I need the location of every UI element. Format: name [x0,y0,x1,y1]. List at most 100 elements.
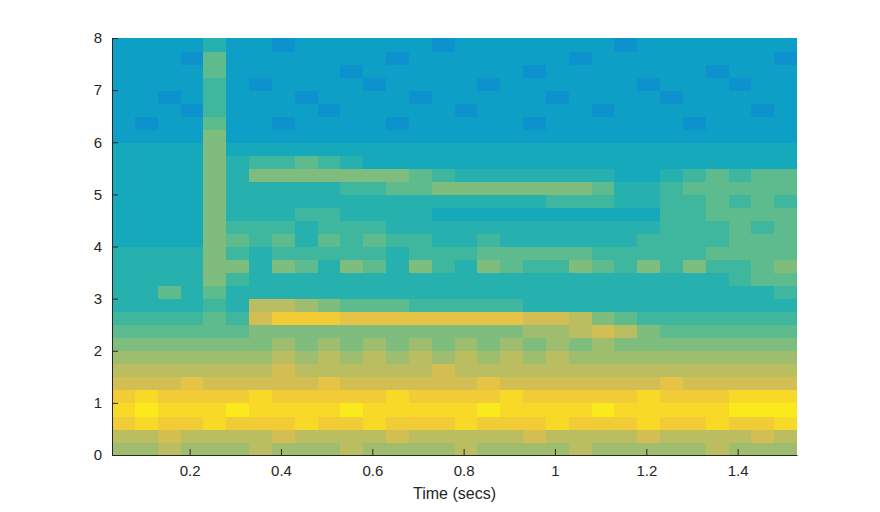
cell [181,77,204,91]
cell [181,181,204,195]
cell [683,220,706,234]
cell [272,403,295,417]
cell [774,181,797,195]
cell [135,116,158,130]
cell [729,155,752,169]
cell [455,233,478,247]
cell [729,77,752,91]
cell [455,64,478,78]
cell [569,416,592,430]
cell [729,260,752,274]
cell [135,194,158,208]
cell [363,299,386,313]
cell [295,364,318,378]
cell [729,273,752,287]
cell [614,220,637,234]
cell [774,429,797,443]
cell [751,312,774,326]
cell [432,286,455,300]
cell [249,312,272,326]
cell [340,220,363,234]
cell [409,77,432,91]
cell [637,286,660,300]
cell [751,364,774,378]
cell [249,351,272,365]
tick: 8 [94,29,118,46]
cell [660,142,683,156]
cell [272,442,295,455]
cell [614,260,637,274]
cell [637,77,660,91]
cell [226,260,249,274]
cell [569,181,592,195]
cell [500,116,523,130]
cell [386,299,409,313]
tick-mark [112,142,118,143]
tick-label: 5 [94,186,102,203]
cell [614,390,637,404]
cell [340,429,363,443]
cell [455,90,478,104]
cell [112,142,135,156]
cell [637,299,660,313]
cell [363,194,386,208]
cell [614,142,637,156]
cell [523,38,546,52]
cell [683,168,706,182]
cell [158,286,181,300]
cell [432,64,455,78]
cell [729,442,752,455]
cell [432,325,455,339]
cell [523,247,546,261]
cell [774,155,797,169]
cell [660,286,683,300]
cell [729,116,752,130]
cell [660,77,683,91]
cell [637,247,660,261]
cell [295,273,318,287]
cell [455,442,478,455]
cell [683,403,706,417]
cell [637,142,660,156]
cell [249,364,272,378]
cell [614,286,637,300]
cell [409,64,432,78]
cell [363,220,386,234]
cell [751,338,774,352]
cell [569,194,592,208]
cell [340,181,363,195]
cell [660,64,683,78]
cell [614,273,637,287]
cell [158,207,181,221]
cell [637,403,660,417]
cell [158,390,181,404]
cell [249,233,272,247]
cell [569,77,592,91]
cell [318,351,341,365]
cell [295,181,318,195]
cell [774,403,797,417]
cell [340,194,363,208]
cell [455,351,478,365]
cell [386,220,409,234]
cell [249,116,272,130]
cell [363,38,386,52]
cell [500,77,523,91]
cell [203,116,226,130]
tick-mark [646,449,647,455]
cell [363,338,386,352]
cell [751,194,774,208]
cell [546,142,569,156]
cell [203,129,226,143]
cell [546,90,569,104]
cell [226,142,249,156]
cell [546,429,569,443]
cell [158,325,181,339]
cell [158,168,181,182]
cell [386,351,409,365]
cell [363,351,386,365]
cell [158,247,181,261]
cell [500,129,523,143]
cell [637,220,660,234]
cell [592,403,615,417]
